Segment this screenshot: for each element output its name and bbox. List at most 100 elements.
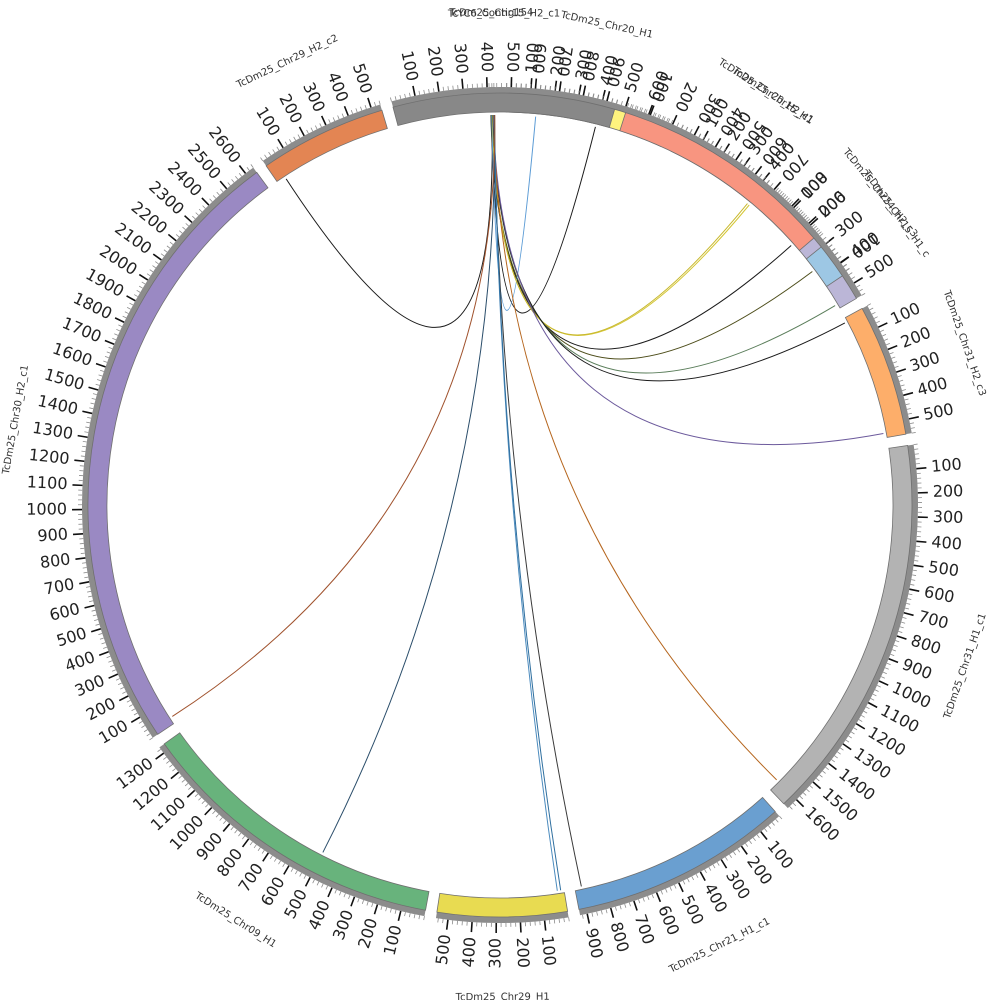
major-tick	[373, 904, 379, 915]
tick-label: 400	[915, 373, 949, 399]
tick-label: 300	[907, 348, 942, 376]
tick-label: 300	[485, 938, 504, 969]
minor-tick	[289, 139, 292, 143]
chromosome-tcdm25-chr30-h2-c1[interactable]	[87, 171, 269, 735]
major-tick	[298, 126, 305, 137]
minor-tick	[182, 226, 186, 230]
minor-tick	[796, 207, 801, 212]
major-tick	[104, 339, 115, 346]
minor-tick	[554, 86, 556, 91]
tick-label: 100	[522, 42, 543, 74]
minor-tick	[914, 448, 919, 450]
minor-tick	[231, 179, 235, 183]
scale-band-tcdm25-chr15-h1-c	[821, 243, 848, 276]
minor-tick	[825, 766, 829, 770]
major-tick	[867, 701, 878, 709]
minor-tick	[95, 623, 100, 626]
minor-tick	[115, 678, 120, 681]
minor-tick	[249, 841, 253, 846]
tick-label: 200	[424, 45, 447, 78]
minor-tick	[184, 782, 189, 787]
tick-label: 300	[72, 671, 108, 701]
tick-label: 400	[304, 897, 334, 933]
tick-label: 1500	[42, 365, 86, 394]
chromosome-tcdm25-chr29-h2-c2[interactable]	[265, 109, 388, 182]
tick-label: 500	[503, 41, 523, 72]
minor-tick	[138, 721, 143, 724]
link-tcdm25-chr20-h1	[491, 115, 537, 311]
minor-tick	[892, 361, 898, 364]
minor-tick	[884, 667, 889, 670]
minor-tick	[423, 89, 425, 94]
tick-label: 1300	[31, 418, 74, 443]
major-tick	[138, 273, 149, 281]
minor-tick	[163, 756, 167, 760]
minor-tick	[902, 617, 907, 619]
minor-tick	[122, 315, 127, 319]
major-tick	[740, 845, 748, 855]
tick-label: 100	[95, 716, 131, 748]
minor-tick	[665, 888, 668, 893]
major-tick	[167, 233, 177, 242]
chromosome-tcdm25-chr31-h2-c3[interactable]	[844, 307, 907, 438]
minor-tick	[418, 90, 421, 95]
chromosome-tcdm25-chr09-h1[interactable]	[163, 732, 430, 911]
chromosome-tcdm25-chr31-h1-c1[interactable]	[770, 445, 913, 805]
minor-tick	[88, 595, 93, 598]
tick-label: 200	[513, 937, 533, 968]
minor-tick	[295, 870, 298, 875]
minor-tick	[238, 173, 242, 177]
minor-tick	[409, 92, 411, 97]
minor-tick	[110, 664, 115, 668]
minor-tick	[615, 906, 617, 911]
minor-tick	[747, 164, 751, 169]
minor-tick	[250, 164, 254, 168]
minor-tick	[871, 311, 876, 315]
minor-tick	[212, 810, 216, 815]
minor-tick	[889, 352, 894, 355]
minor-tick	[442, 919, 444, 924]
minor-tick	[647, 895, 650, 900]
minor-tick	[357, 898, 360, 903]
minor-tick	[192, 215, 196, 220]
chromosome-tcdm25-chr15-h1[interactable]	[619, 112, 815, 251]
minor-tick	[708, 866, 712, 871]
tick-label: 400	[477, 41, 497, 72]
minor-tick	[257, 847, 261, 851]
major-tick	[558, 81, 562, 92]
major-tick	[887, 344, 898, 351]
minor-tick	[816, 778, 820, 782]
major-tick	[648, 104, 654, 115]
tick-label: 1400	[36, 391, 80, 418]
minor-tick	[901, 621, 906, 624]
major-tick	[828, 762, 837, 771]
tick-label: 900	[37, 524, 69, 545]
major-tick	[436, 81, 440, 92]
chromosome-tcdm25-chr21-h1-c1[interactable]	[574, 796, 776, 910]
chromosome-tcdm25-chr15-h1-c[interactable]	[805, 246, 843, 287]
minor-tick	[751, 167, 755, 172]
minor-tick	[848, 735, 852, 739]
major-tick	[108, 673, 119, 679]
minor-tick	[337, 115, 340, 120]
tick-label: 400	[931, 532, 963, 554]
tick-label: 100	[930, 454, 962, 476]
link-tcdm25-chr31-h2-c3	[492, 115, 884, 446]
minor-tick	[710, 140, 714, 145]
minor-tick	[731, 153, 735, 158]
tick-label: 700	[631, 912, 659, 947]
major-tick	[840, 256, 850, 264]
minor-tick	[811, 223, 816, 228]
minor-tick	[166, 245, 171, 249]
minor-tick	[81, 450, 86, 453]
major-tick	[304, 877, 311, 887]
minor-tick	[172, 768, 176, 772]
chromosome-tcdm25-chr15-h2-c1[interactable]	[392, 92, 616, 129]
minor-tick	[394, 909, 397, 914]
minor-tick	[82, 441, 87, 443]
minor-tick	[837, 255, 842, 259]
minor-tick	[906, 602, 911, 605]
major-tick	[916, 540, 927, 543]
chromosome-tcdm25-chr29-h1[interactable]	[436, 892, 569, 918]
minor-tick	[789, 201, 794, 205]
